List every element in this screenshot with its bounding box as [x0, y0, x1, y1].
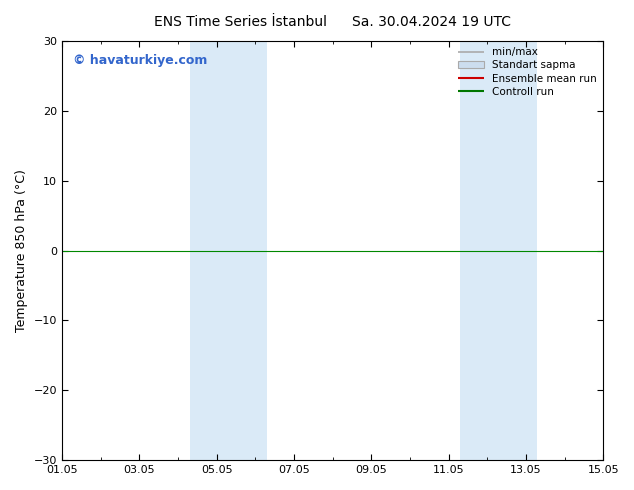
Legend: min/max, Standart sapma, Ensemble mean run, Controll run: min/max, Standart sapma, Ensemble mean r…: [454, 43, 601, 101]
Bar: [190, 41, 228, 460]
Text: Sa. 30.04.2024 19 UTC: Sa. 30.04.2024 19 UTC: [352, 15, 510, 29]
Text: © havaturkiye.com: © havaturkiye.com: [73, 53, 207, 67]
Bar: [460, 41, 499, 460]
Bar: [499, 41, 538, 460]
Text: ENS Time Series İstanbul: ENS Time Series İstanbul: [155, 15, 327, 29]
Y-axis label: Temperature 850 hPa (°C): Temperature 850 hPa (°C): [15, 169, 28, 332]
Bar: [228, 41, 267, 460]
